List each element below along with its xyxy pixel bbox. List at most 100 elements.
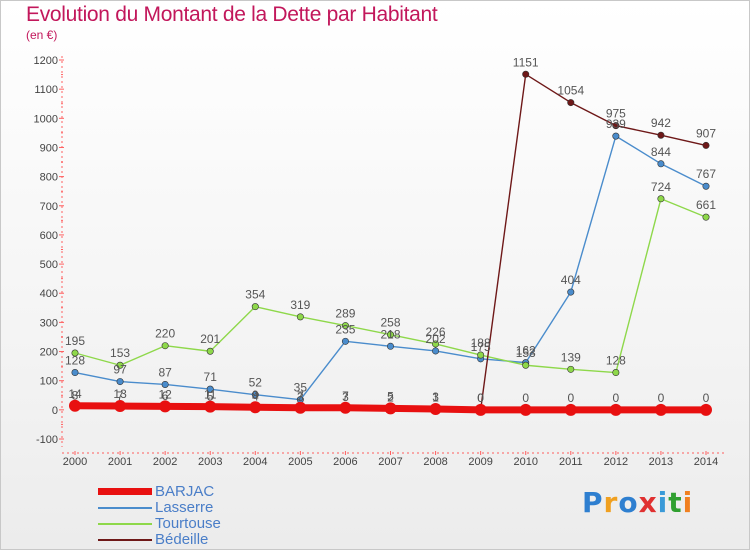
logo-letter: t (668, 486, 683, 519)
data-label: 939 (606, 117, 626, 131)
data-label: 0 (658, 391, 665, 405)
data-point (702, 141, 710, 149)
x-tick-label: 2010 (513, 456, 537, 468)
x-tick-label: 2006 (333, 456, 357, 468)
data-point (609, 403, 622, 416)
data-point (657, 195, 665, 203)
data-point (116, 361, 124, 369)
data-label: 0 (703, 391, 710, 405)
data-label: 35 (294, 381, 308, 395)
legend-item: Lasserre (98, 499, 298, 516)
data-label: 661 (696, 198, 716, 212)
x-tick-label: 2014 (694, 456, 718, 468)
data-label: 2 (387, 390, 394, 404)
x-tick-label: 2007 (378, 456, 402, 468)
x-tick-label: 2000 (63, 456, 87, 468)
logo-letter: o (618, 486, 639, 519)
legend-swatch (98, 523, 152, 525)
series-layer (69, 70, 712, 416)
chart-subtitle: (en €) (26, 28, 58, 42)
data-label: 220 (155, 327, 175, 341)
y-tick-label: 900 (40, 142, 58, 154)
data-point (477, 351, 485, 359)
data-label: 942 (651, 116, 671, 130)
data-point (114, 400, 127, 413)
data-label: 153 (110, 346, 130, 360)
data-label: 404 (561, 273, 581, 287)
y-tick-label: 1100 (34, 84, 58, 96)
data-label: 0 (477, 391, 484, 405)
data-point (71, 349, 79, 357)
data-point (612, 122, 620, 130)
data-label: 5 (387, 389, 394, 403)
logo-letter: P (582, 486, 604, 519)
data-point (657, 131, 665, 139)
data-point (206, 385, 214, 393)
legend-label: Bédeille (155, 531, 209, 548)
data-label: 1054 (557, 84, 584, 98)
data-label: 87 (158, 365, 172, 379)
data-point (657, 160, 665, 168)
x-tick-label: 2012 (604, 456, 628, 468)
data-point (567, 365, 575, 373)
data-label: 235 (335, 322, 355, 336)
data-label: 153 (516, 346, 536, 360)
y-tick-label: -100 (36, 434, 58, 446)
data-label: 195 (65, 334, 85, 348)
data-point (567, 288, 575, 296)
y-tick-label: 0 (52, 405, 58, 417)
proxiti-logo: Proxiti (582, 486, 693, 519)
data-label: 258 (380, 316, 400, 330)
data-label: 218 (380, 327, 400, 341)
data-label: 844 (651, 145, 671, 159)
data-label: 202 (426, 332, 446, 346)
x-tick-label: 2005 (288, 456, 312, 468)
legend-swatch (98, 488, 152, 495)
x-tick-label: 2001 (108, 456, 132, 468)
data-label: 319 (290, 298, 310, 312)
y-tick-label: 1000 (34, 113, 58, 125)
data-point (71, 369, 79, 377)
data-label: 0 (477, 391, 484, 405)
data-point (341, 337, 349, 345)
data-point (522, 70, 530, 78)
data-point (161, 342, 169, 350)
data-point (519, 403, 532, 416)
data-point (69, 399, 81, 412)
data-label: 975 (606, 107, 626, 121)
data-label: 0 (613, 391, 620, 405)
data-point (432, 347, 440, 355)
data-label: 8 (72, 389, 79, 403)
data-point (159, 400, 172, 413)
data-point (161, 380, 169, 388)
data-point (384, 402, 397, 415)
data-point (567, 99, 575, 107)
legend-swatch (98, 539, 152, 541)
logo-letter: i (657, 486, 669, 519)
legend-item: Tourtouse (98, 515, 298, 532)
line-chart: -100010020030040050060070080090010001100… (34, 55, 724, 468)
data-label: 289 (335, 307, 355, 321)
logo-letter: r (603, 486, 619, 519)
logo-letter: i (682, 486, 694, 519)
x-tick-label: 2008 (423, 456, 447, 468)
y-tick-label: 500 (40, 259, 58, 271)
data-label: 3 (432, 390, 439, 404)
data-point (251, 303, 259, 311)
data-label: 188 (471, 336, 491, 350)
data-point (116, 378, 124, 386)
data-label: 7 (117, 389, 124, 403)
data-point (294, 401, 307, 414)
data-label: 97 (113, 363, 127, 377)
data-point (432, 340, 440, 348)
data-point (474, 403, 487, 416)
data-label: 6 (162, 389, 169, 403)
data-label: 128 (606, 354, 626, 368)
data-label: 4 (252, 390, 259, 404)
data-point (251, 391, 259, 399)
x-tick-label: 2004 (243, 456, 267, 468)
y-tick-label: 100 (40, 376, 58, 388)
data-label: 139 (561, 350, 581, 364)
data-point (386, 331, 394, 339)
